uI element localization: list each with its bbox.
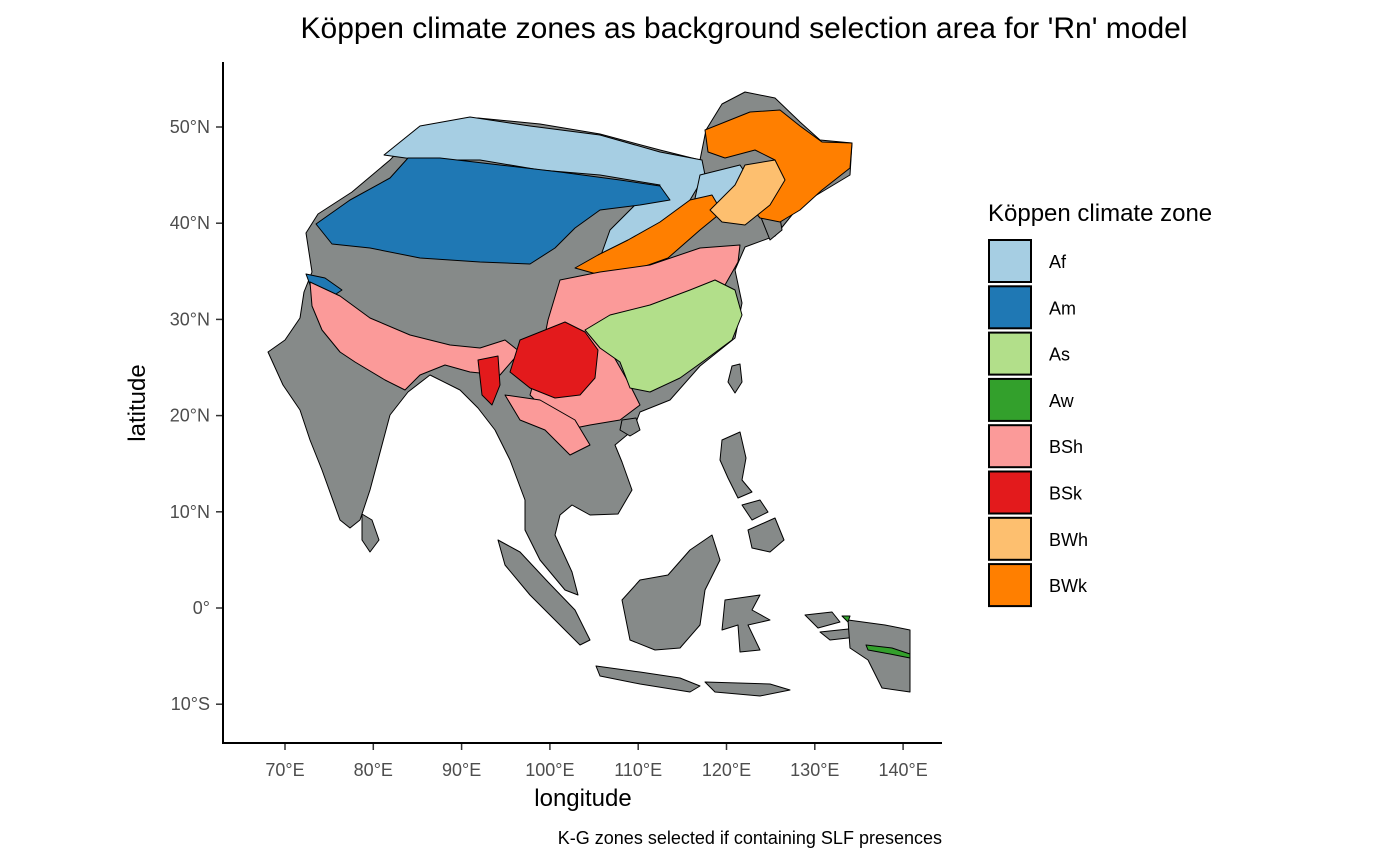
legend-key-bsh: [988, 424, 1032, 469]
axes: [222, 62, 942, 744]
zone-bsh-himalaya: [309, 281, 521, 391]
caption: K-G zones selected if containing SLF pre…: [558, 828, 942, 848]
legend-label-bsh: BSh: [1049, 437, 1083, 457]
legend-key-af: [988, 239, 1032, 283]
y-tick-label: 10°N: [170, 502, 210, 522]
x-tick-label: 130°E: [790, 760, 839, 780]
legend-key-am: [988, 285, 1032, 330]
y-tick-label: 0°: [193, 598, 210, 618]
land-taiwan: [727, 363, 743, 394]
land-java: [595, 665, 701, 693]
land-sulawesi: [721, 594, 771, 653]
x-tick-label: 90°E: [442, 760, 481, 780]
zone-aw-new-guinea: [865, 644, 911, 659]
legend-label-bwk: BWk: [1049, 576, 1088, 596]
legend-items: Af Am As Aw BSh BSk BWh BWk: [988, 239, 1088, 608]
land-hainan: [619, 417, 641, 437]
zone-bsk-burma: [477, 355, 501, 406]
x-tick-label: 100°E: [525, 760, 574, 780]
map-panel: [267, 91, 911, 697]
zone-bsh-indochina: [504, 394, 591, 456]
legend-key-as: [988, 331, 1032, 376]
y-tick-label: 20°N: [170, 406, 210, 426]
legend-title: Köppen climate zone: [988, 200, 1212, 227]
land-luzon: [719, 431, 753, 499]
land-borneo: [621, 534, 721, 651]
legend-key-bsk: [988, 470, 1032, 515]
land-mindanao: [747, 517, 785, 553]
x-tick-label: 80°E: [354, 760, 393, 780]
zone-bsk-yunnan: [509, 321, 599, 399]
land-sumatra: [497, 539, 591, 646]
land-sri-lanka: [361, 513, 380, 553]
zone-am-central-asia: [315, 157, 671, 265]
x-ticks: 70°E 80°E 90°E 100°E 110°E 120°E 130°E 140°E: [265, 744, 928, 780]
land-maluku: [804, 611, 841, 629]
y-tick-label: 50°N: [170, 117, 210, 137]
x-tick-label: 140°E: [878, 760, 927, 780]
legend-label-af: Af: [1049, 252, 1067, 272]
zone-as-southeast-china: [584, 279, 743, 393]
land-lesser-sunda: [704, 681, 791, 697]
legend-label-as: As: [1049, 345, 1070, 365]
zone-bwh-northeast: [709, 159, 786, 226]
land-visayas: [741, 499, 769, 521]
legend-label-aw: Aw: [1049, 391, 1075, 411]
legend-key-bwk: [988, 563, 1032, 608]
x-tick-label: 110°E: [614, 760, 662, 780]
y-ticks: 50°N 40°N 30°N 20°N 10°N 0° 10°S: [170, 117, 222, 714]
x-axis-title: longitude: [534, 785, 631, 812]
y-axis-title: latitude: [124, 364, 151, 441]
legend: Köppen climate zone Af Am As Aw BSh BSk BWh BWk: [988, 200, 1212, 608]
x-tick-label: 70°E: [265, 760, 304, 780]
chart-title: Köppen climate zones as background selec…: [301, 12, 1188, 45]
legend-key-aw: [988, 377, 1032, 422]
x-tick-label: 120°E: [702, 760, 751, 780]
y-tick-label: 40°N: [170, 213, 210, 233]
legend-label-bwh: BWh: [1049, 530, 1088, 550]
land-new-guinea: [847, 619, 911, 693]
legend-label-am: Am: [1049, 298, 1076, 318]
y-tick-label: 30°N: [170, 309, 210, 329]
zone-aw-maluku: [841, 615, 851, 623]
y-tick-label: 10°S: [171, 694, 210, 714]
legend-label-bsk: BSk: [1049, 484, 1083, 504]
legend-key-bwh: [988, 516, 1032, 561]
